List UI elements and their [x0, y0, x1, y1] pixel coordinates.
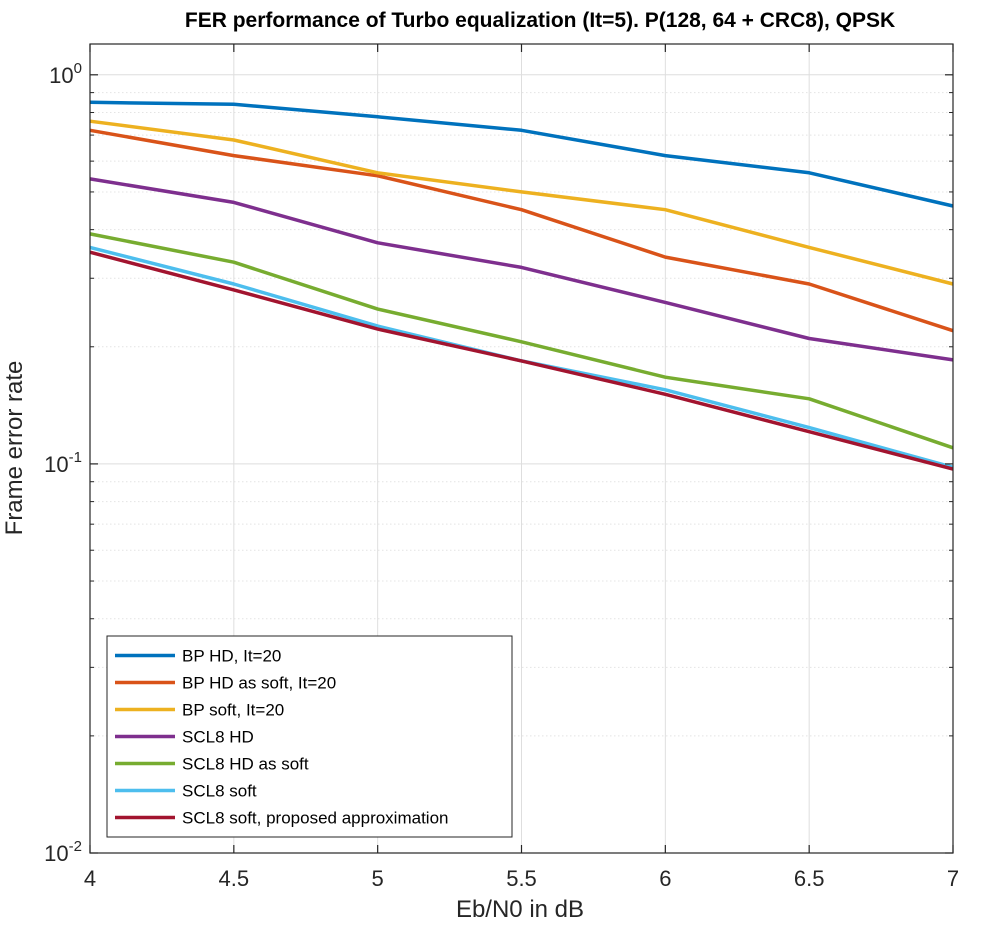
x-tick-label: 7 [947, 866, 959, 891]
tick-label-layer: 4 4.5 5 5.5 6 6.5 7 100 10-1 10-2 [44, 60, 959, 891]
x-tick-label: 5 [372, 866, 384, 891]
x-tick-label: 4.5 [219, 866, 250, 891]
legend-entry-label: SCL8 HD as soft [182, 755, 309, 774]
series-line-7 [89, 250, 954, 471]
series-layer [89, 100, 954, 471]
y-tick-label: 10-2 [44, 838, 82, 866]
chart-title: FER performance of Turbo equalization (I… [185, 9, 895, 32]
legend-entry-label: BP HD, It=20 [182, 647, 281, 666]
legend-entry-label: SCL8 HD [182, 728, 254, 747]
x-tick-label: 6 [659, 866, 671, 891]
x-tick-label: 6.5 [794, 866, 825, 891]
legend-entry-label: SCL8 soft, proposed approximation [182, 809, 449, 828]
x-tick-label: 5.5 [506, 866, 537, 891]
x-tick-label: 4 [84, 866, 96, 891]
series-line-1 [89, 100, 954, 208]
y-tick-label: 100 [49, 60, 82, 88]
series-line-4 [89, 177, 954, 362]
series-line-2 [89, 128, 954, 333]
legend: BP HD, It=20 BP HD as soft, It=20 BP soft,… [106, 635, 513, 838]
x-axis-label: Eb/N0 in dB [456, 896, 584, 923]
legend-entry-label: BP HD as soft, It=20 [182, 674, 336, 693]
legend-entry-label: BP soft, It=20 [182, 701, 284, 720]
series-line-3 [89, 119, 954, 286]
series-line-5 [89, 232, 954, 450]
y-axis-label: Frame error rate [1, 361, 28, 536]
axes-layer [89, 43, 954, 854]
legend-entry-label: SCL8 soft [182, 782, 257, 801]
y-tick-label: 10-1 [44, 449, 82, 477]
